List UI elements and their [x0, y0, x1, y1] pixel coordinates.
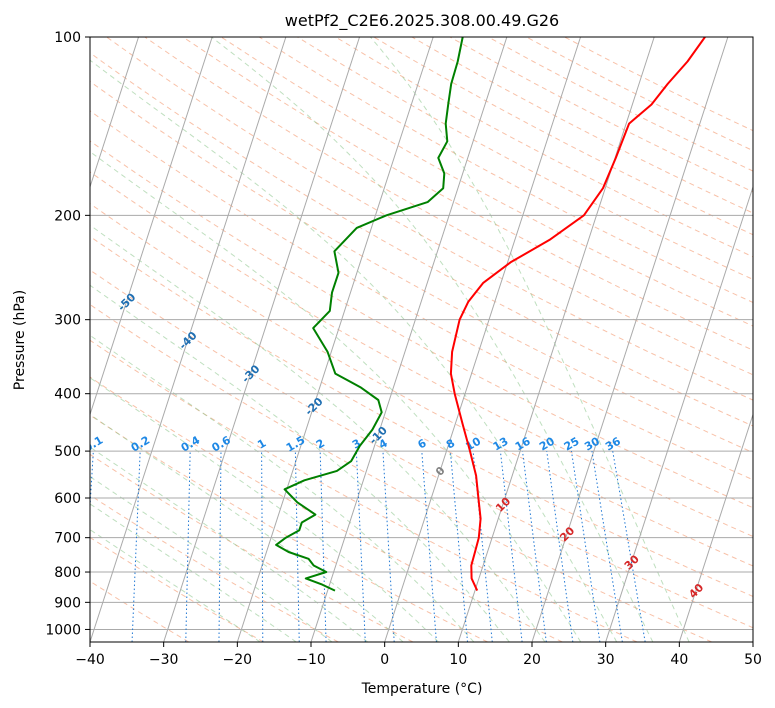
isobars — [90, 37, 753, 630]
isotherm — [384, 37, 582, 642]
plot-area: 0.10.20.40.611.52346810131620253036-100-… — [90, 37, 753, 642]
dry-adiabat — [90, 80, 753, 454]
dry-adiabat — [90, 414, 488, 642]
y-tick-label: 700 — [54, 531, 81, 547]
dry-adiabat — [220, 37, 753, 327]
isotherm — [90, 37, 213, 417]
moist-adiabat — [90, 413, 404, 642]
temperature-profile-line — [449, 37, 706, 592]
moist-adiabat — [90, 59, 618, 642]
y-axis-label: Pressure (hPa) — [12, 290, 28, 390]
x-tick-label: −10 — [296, 652, 326, 668]
y-tick-label: 200 — [54, 208, 81, 224]
mixing-ratio-line — [612, 451, 646, 642]
mixing-ratio-line — [522, 451, 547, 642]
y-tick-label: 800 — [54, 565, 81, 581]
moist-adiabat — [370, 37, 690, 642]
y-axis: 100 200 300 400 500 600 700 800 900 1000 — [45, 30, 90, 638]
mixing-ratio-line — [499, 451, 523, 642]
dry-adiabat — [90, 376, 563, 642]
x-tick-label: 10 — [449, 652, 467, 668]
dry-adiabat — [106, 37, 753, 401]
dry-adiabat — [90, 536, 264, 642]
chart-title: wetPf2_C2E6.2025.308.00.49.G26 — [285, 11, 559, 31]
dry-adiabat — [90, 235, 753, 597]
moist-adiabat — [90, 475, 333, 642]
dewpoint-profile-line — [275, 37, 464, 592]
moist-adiabat — [90, 224, 546, 642]
isotherm — [457, 37, 655, 642]
moist-adiabat — [90, 151, 582, 642]
x-tick-label: 50 — [744, 652, 762, 668]
x-tick-label: −20 — [223, 652, 253, 668]
x-tick-label: −40 — [75, 652, 105, 668]
x-tick-label: 30 — [597, 652, 615, 668]
moist-adiabat — [90, 503, 297, 642]
isotherm — [236, 37, 434, 642]
moist-adiabats — [90, 37, 690, 642]
y-tick-label: 100 — [54, 30, 81, 46]
isotherm — [531, 37, 729, 642]
dry-adiabat — [144, 37, 753, 376]
mixing-ratio-line — [570, 451, 601, 642]
mixing-ratio-line — [546, 451, 574, 642]
x-tick-label: 20 — [523, 652, 541, 668]
y-tick-label: 900 — [54, 595, 81, 611]
isotherm — [605, 185, 753, 642]
isotherm — [310, 37, 508, 642]
x-tick-label: −30 — [149, 652, 179, 668]
x-axis-label: Temperature (°C) — [361, 681, 483, 697]
isotherm — [90, 37, 140, 189]
profiles — [275, 37, 706, 592]
moist-adiabat — [90, 334, 475, 642]
dry-adiabat — [90, 303, 712, 642]
mixing-ratio-line — [591, 451, 623, 642]
isotherm — [163, 37, 361, 642]
y-tick-label: 1000 — [45, 622, 81, 638]
isotherms — [90, 37, 753, 642]
y-tick-label: 500 — [54, 444, 81, 460]
dry-adiabat — [90, 339, 638, 642]
y-tick-label: 300 — [54, 313, 81, 329]
plot-frame — [89, 36, 754, 643]
moist-adiabat — [90, 284, 510, 642]
x-axis: −40 −30 −20 −10 0 10 20 30 40 50 — [75, 642, 762, 668]
dry-adiabat — [90, 140, 753, 509]
isotherm — [678, 412, 753, 642]
x-tick-label: 0 — [380, 652, 389, 668]
isotherm — [90, 37, 287, 642]
y-tick-label: 400 — [54, 387, 81, 403]
moist-adiabat — [90, 529, 261, 642]
x-tick-label: 40 — [670, 652, 688, 668]
moist-adiabat — [211, 37, 654, 642]
y-tick-label: 600 — [54, 491, 81, 507]
dry-adiabat — [90, 171, 753, 538]
moist-adiabat — [90, 377, 439, 642]
